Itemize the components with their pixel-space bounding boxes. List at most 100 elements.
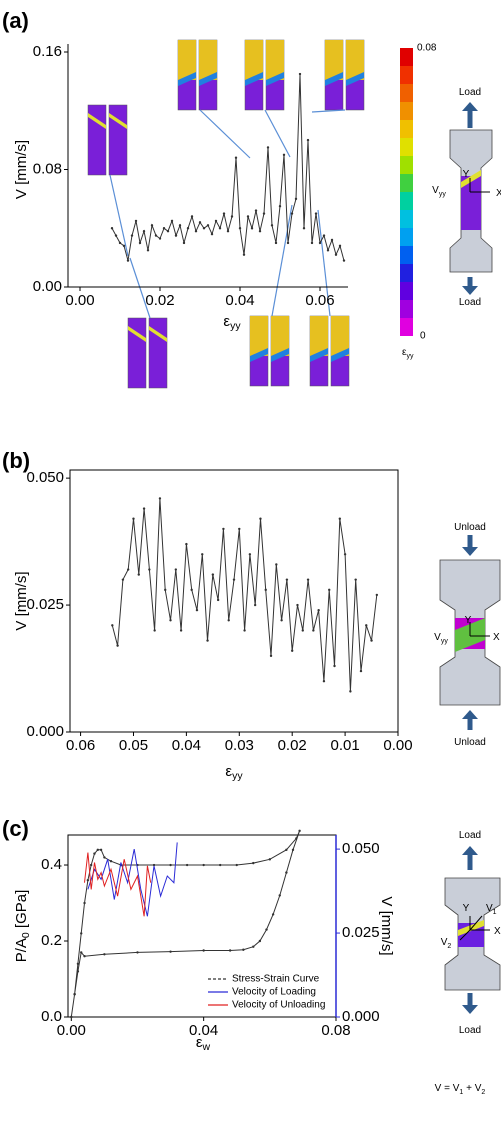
connector [109, 174, 129, 257]
y-axis-label: V [mm/s] [13, 571, 30, 630]
data-point [296, 603, 299, 607]
y-axis-label: P/A0 [GPa] [13, 890, 32, 963]
load-arrow-head [462, 846, 478, 855]
subscript: 1 [459, 1089, 463, 1096]
inset-yield [331, 316, 349, 356]
data-point [235, 863, 238, 867]
data-point [285, 578, 289, 581]
data-point [330, 238, 334, 242]
x-tick-label: 0.00 [383, 737, 412, 754]
colorbar-cell [400, 102, 413, 120]
axis-arrow [469, 915, 483, 931]
x-tick-label: 0.08 [321, 1022, 350, 1039]
subscript: yy [439, 191, 447, 198]
data-point [375, 593, 379, 597]
colorbar-cell [400, 210, 413, 228]
data-point [150, 224, 154, 227]
y-tick-label: 0.08 [33, 160, 62, 177]
data-point [109, 860, 113, 863]
data-point [114, 234, 118, 237]
data-point [202, 863, 205, 867]
inset-yield [178, 40, 196, 80]
band [461, 170, 481, 188]
data-point [264, 588, 267, 592]
data-point [370, 639, 373, 642]
subscript: yy [232, 770, 243, 782]
data-point [80, 932, 83, 935]
colorbar-cell [400, 246, 413, 264]
text-part: V [432, 185, 439, 196]
inset-band [245, 72, 263, 86]
y-tick-label: 0.00 [33, 278, 62, 295]
data-point [268, 858, 272, 861]
inset-band [149, 326, 167, 342]
diagram-label: Load [459, 297, 481, 308]
inset-yield [199, 40, 217, 80]
data-point [190, 588, 193, 592]
data-point [222, 212, 226, 215]
data-point [169, 619, 172, 622]
data-line [111, 498, 378, 692]
data-point [333, 664, 336, 668]
text-part: V [441, 937, 448, 948]
text-part: Unload [454, 737, 486, 748]
data-point [306, 138, 310, 142]
x-tick-label: 0.05 [119, 737, 148, 754]
connector [129, 257, 151, 319]
colorbar-min: 0 [420, 331, 426, 342]
data-point [218, 227, 222, 230]
data-point [349, 690, 352, 693]
diagram-label: X [494, 926, 501, 937]
text-part: Unload [454, 522, 486, 533]
data-point [322, 680, 326, 683]
data-line [87, 842, 178, 917]
data-point [285, 848, 288, 852]
data-point [278, 894, 281, 897]
data-point [214, 219, 218, 223]
data-point [230, 215, 234, 218]
y-tick-label: 0.0 [41, 1008, 62, 1025]
data-point [312, 629, 315, 632]
plot-frame [69, 469, 399, 733]
data-point [258, 229, 262, 233]
y-tick-label: 0.050 [26, 469, 64, 486]
subscript: yy [441, 638, 449, 645]
data-point [280, 619, 283, 622]
text-part: V [mm/s] [13, 571, 30, 630]
data-point [202, 949, 205, 952]
data-point [359, 669, 363, 673]
data-point [259, 517, 262, 520]
data-point [83, 955, 86, 958]
data-point [142, 229, 146, 233]
inset-band [331, 348, 349, 362]
data-point [70, 1015, 73, 1019]
data-point [306, 578, 310, 581]
colorbar-max: 0.08 [417, 43, 437, 54]
x-tick-label: 0.04 [189, 1022, 218, 1039]
data-point [178, 224, 182, 227]
data-point [248, 553, 252, 556]
text-part: ε [402, 347, 407, 358]
data-point [99, 848, 103, 852]
diagram-label: X [493, 632, 500, 643]
formula: V = V1 + V2 [435, 1083, 486, 1096]
data-point [103, 856, 106, 859]
inset-band [178, 72, 196, 86]
data-point [122, 244, 126, 248]
data-point [126, 568, 130, 571]
data-point [116, 644, 119, 647]
x-axis-label: εw [196, 1034, 211, 1053]
subscript: 2 [447, 943, 451, 950]
diagram-label: Unload [454, 522, 486, 533]
data-point [218, 863, 222, 867]
band [458, 920, 484, 936]
data-point [302, 227, 306, 230]
data-point [286, 241, 290, 245]
y-tick-label: 0.000 [26, 723, 64, 740]
data-point [295, 837, 298, 840]
subscript: 1 [493, 909, 497, 916]
diagram-label: Load [459, 87, 481, 98]
colorbar-cell [400, 156, 413, 174]
data-point [328, 588, 331, 592]
text-part: ε [225, 763, 232, 780]
